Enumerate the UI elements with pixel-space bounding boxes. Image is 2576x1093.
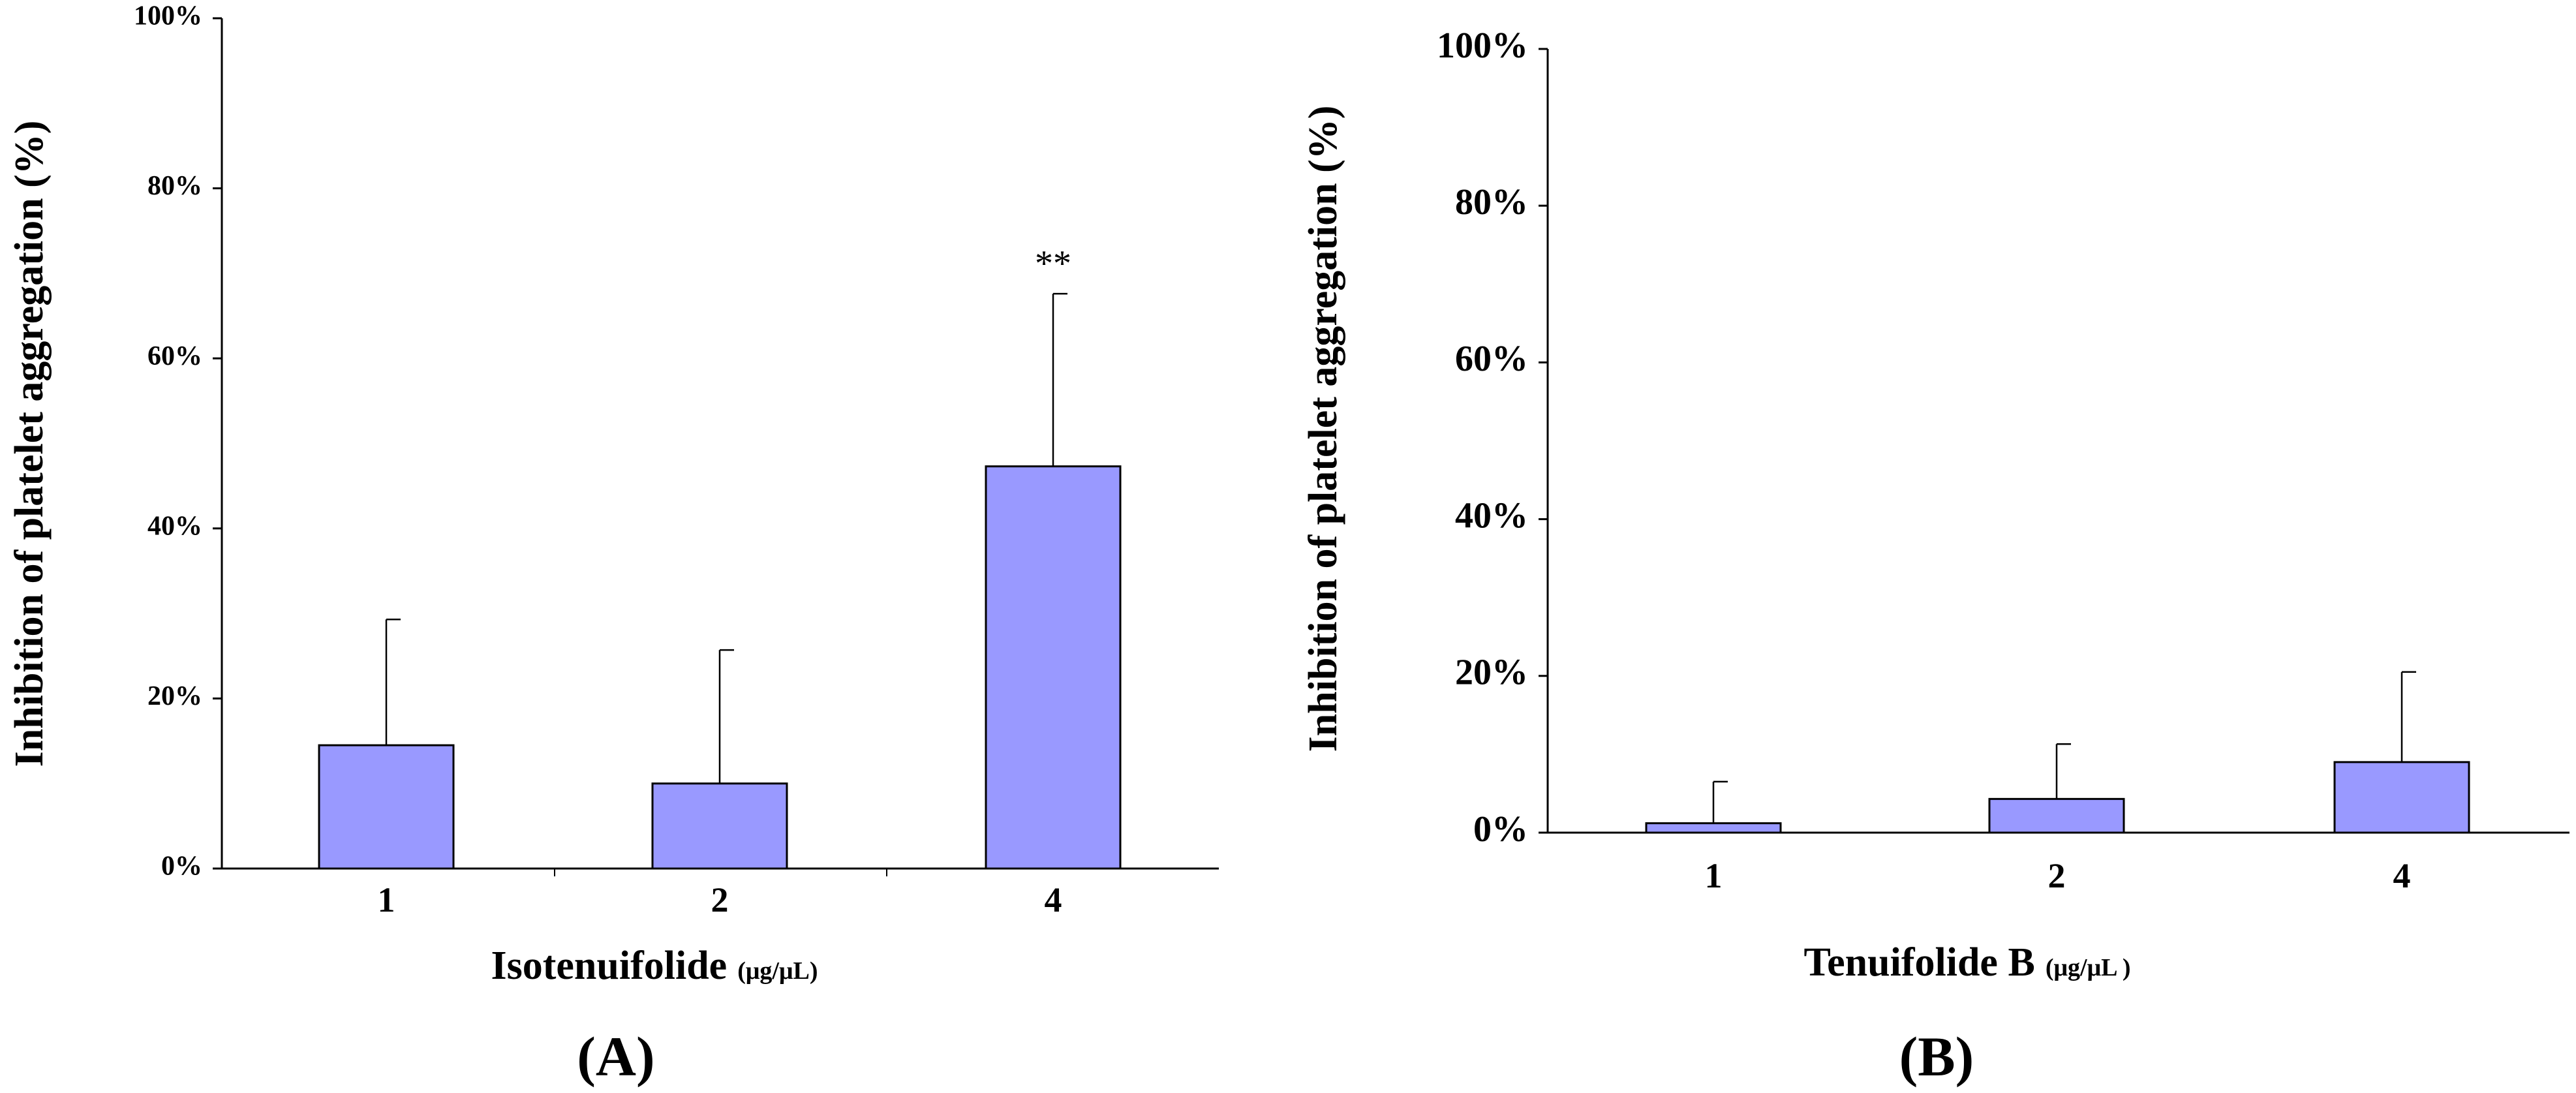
chart-a-x-axis-title: Isotenuifolide (491, 944, 727, 988)
chart-b-error-bars (1712, 671, 2416, 824)
chart-a-panel-label: (A) (577, 1025, 654, 1088)
chart-a-y-tick-label: 80% (147, 171, 202, 201)
chart-a-category-labels: 1 2 4 (378, 880, 1062, 919)
chart-b-y-tick-label: 20% (1455, 653, 1528, 693)
chart-b-category-label: 2 (2048, 856, 2066, 895)
chart-b-category-labels: 1 2 4 (1705, 856, 2411, 895)
chart-b-y-tick-label: 100% (1437, 25, 1528, 66)
chart-a-significance-label: ** (1035, 243, 1071, 284)
chart-a-x-axis-label: Isotenuifolide (μg/μL) (491, 944, 818, 988)
chart-a-y-tick-label: 100% (134, 1, 202, 31)
chart-a-annotations: ** (1035, 243, 1071, 284)
chart-b-y-tick-label: 0% (1473, 809, 1528, 850)
chart-b-bar-1 (1645, 822, 1782, 834)
chart-b-bar-4 (2333, 761, 2470, 834)
chart-a-y-axis-label: Inhibition of platelet aggregation (%) (7, 121, 52, 767)
chart-b-bar-2 (1988, 797, 2125, 834)
chart-a-y-tick-label: 60% (147, 341, 202, 371)
chart-a-y-tick-label: 0% (161, 852, 202, 882)
chart-panel-a: 0% 20% 40% 60% 80% 100% 1 2 4 ** Inhibition of … (7, 1, 1219, 1088)
chart-a-category-label: 1 (378, 880, 395, 919)
chart-b-category-label: 1 (1705, 856, 1723, 895)
chart-panel-b: 0% 20% 40% 60% 80% 100% 1 2 4 Inhibition of pla… (1301, 25, 2569, 1088)
chart-a-x-ticks (554, 869, 887, 876)
chart-a-bar-2 (651, 782, 788, 870)
chart-b-y-tick-label: 40% (1455, 495, 1528, 536)
chart-b-x-axis-title: Tenuifolide B (1803, 940, 2034, 985)
chart-a-y-tick-label: 20% (147, 681, 202, 711)
chart-b-y-tick-label: 80% (1455, 182, 1528, 223)
chart-a-category-label: 4 (1045, 880, 1062, 919)
chart-b-bars (1645, 761, 2470, 834)
chart-a-bar-1 (318, 744, 455, 870)
chart-a-x-axis-unit: (μg/μL) (737, 957, 818, 985)
chart-b-x-axis-unit: (μg/μL ) (2046, 954, 2131, 981)
chart-b-category-label: 4 (2393, 856, 2411, 895)
chart-a-error-bars (385, 292, 1067, 784)
chart-a-category-label: 2 (711, 880, 729, 919)
chart-a-bar-4 (985, 465, 1122, 870)
chart-b-y-ticks: 0% 20% 40% 60% 80% 100% (1437, 25, 1548, 850)
chart-a-y-tick-label: 40% (147, 511, 202, 541)
chart-a-y-ticks: 0% 20% 40% 60% 80% 100% (134, 1, 222, 882)
chart-b-y-axis-label: Inhibition of platelet aggregation (%) (1301, 106, 1345, 752)
chart-b-panel-label: (B) (1899, 1025, 1974, 1088)
chart-b-y-tick-label: 60% (1455, 339, 1528, 379)
chart-b-x-axis-label: Tenuifolide B (μg/μL ) (1803, 940, 2130, 985)
